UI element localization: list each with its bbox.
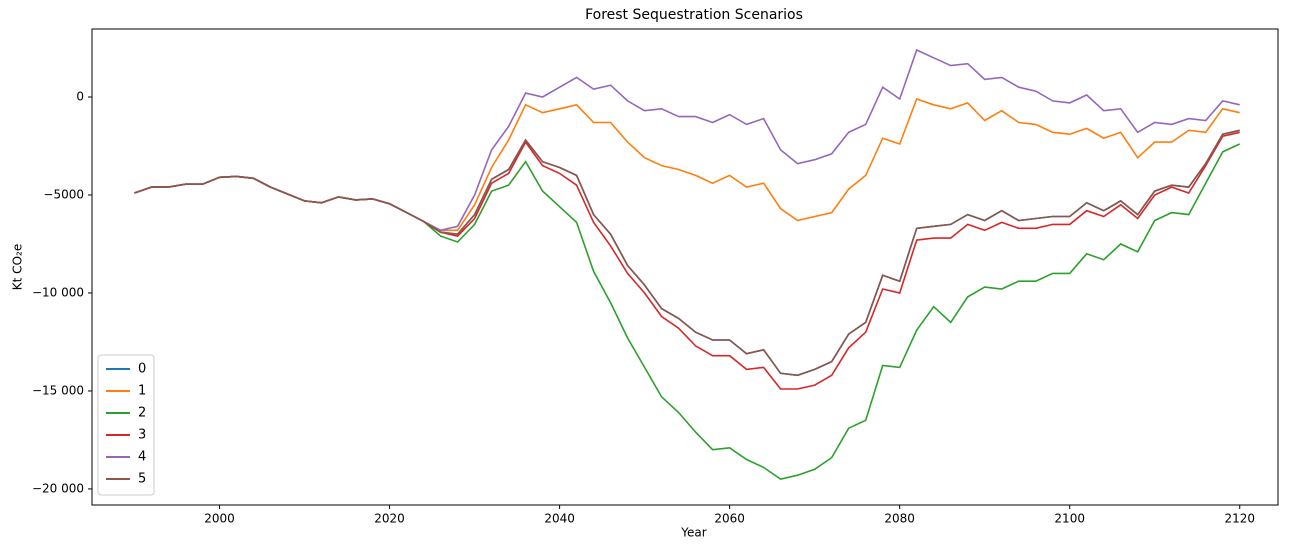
y-tick-label: −10 000 <box>32 285 84 299</box>
series-line <box>134 129 1240 377</box>
y-tick-label: −5000 <box>43 187 84 201</box>
x-tick-label: 2120 <box>1224 512 1255 526</box>
x-tick-label: 2020 <box>374 512 405 526</box>
x-tick-label: 2060 <box>714 512 745 526</box>
series-line <box>134 129 1240 377</box>
legend-label: 4 <box>138 450 146 465</box>
legend-label: 2 <box>138 406 146 421</box>
y-axis-label: Kt CO₂e <box>11 244 25 290</box>
y-tick-label: −20 000 <box>32 481 84 495</box>
plot-frame <box>91 28 1279 506</box>
x-tick-label: 2000 <box>204 512 235 526</box>
legend-label: 1 <box>138 384 146 399</box>
series-line <box>134 48 1240 232</box>
x-axis-label: Year <box>680 526 706 540</box>
legend-label: 0 <box>138 362 146 377</box>
y-tick-label: 0 <box>76 90 84 104</box>
legend-label: 5 <box>138 472 146 487</box>
x-tick-label: 2040 <box>544 512 575 526</box>
x-tick-label: 2100 <box>1054 512 1085 526</box>
x-tick-label: 2080 <box>884 512 915 526</box>
series-line <box>134 131 1240 390</box>
y-tick-label: −15 000 <box>32 383 84 397</box>
series-line <box>134 143 1241 480</box>
chart-title: Forest Sequestration Scenarios <box>585 7 803 23</box>
series-line <box>134 97 1240 232</box>
legend-label: 3 <box>138 428 146 443</box>
